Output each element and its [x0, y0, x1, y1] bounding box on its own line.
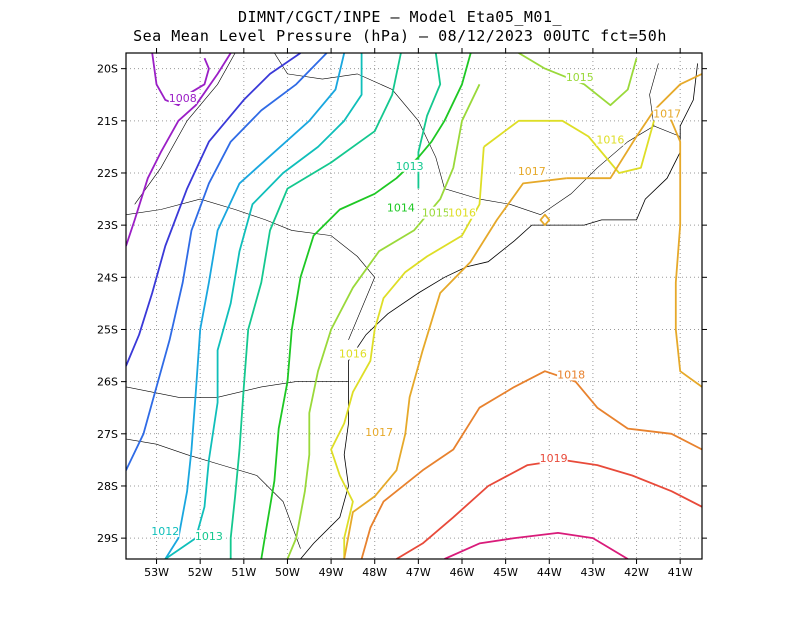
plot-frame — [125, 52, 703, 560]
state-border — [274, 53, 681, 216]
x-tick-label: 48W — [362, 566, 387, 579]
state-border — [126, 438, 301, 549]
isobar-label: 1017 — [653, 108, 681, 121]
y-tick-label: 24S — [97, 271, 118, 284]
y-tick-label: 20S — [97, 63, 118, 76]
isobar-label-bg — [365, 425, 394, 438]
isobar-1018 — [360, 370, 702, 559]
isobar-1008 — [126, 53, 232, 247]
isobar-label-bg — [596, 133, 625, 146]
state-border — [134, 53, 236, 205]
y-tick-label: 23S — [97, 219, 118, 232]
y-tick-label: 27S — [97, 428, 118, 441]
x-tick-label: 49W — [319, 566, 344, 579]
isobar-label-bg — [653, 107, 682, 120]
isobar-label: 1016 — [339, 348, 367, 361]
isobar-label: 1013 — [396, 160, 424, 173]
isobar-1016 — [483, 119, 655, 174]
isobar-label-bg — [565, 71, 594, 84]
x-tick-label: 53W — [144, 566, 169, 579]
isobar-label: 1018 — [557, 368, 585, 381]
isobar-label: 1012 — [151, 525, 179, 538]
x-tick-label: 44W — [537, 566, 562, 579]
y-tick-label: 28S — [97, 480, 118, 493]
gridlines — [126, 53, 702, 559]
isobar-label-bg — [338, 347, 367, 360]
isobar-label: 1019 — [540, 452, 568, 465]
x-tick-label: 51W — [231, 566, 256, 579]
y-tick-label: 25S — [97, 323, 118, 336]
isobar-label-bg — [395, 159, 424, 172]
coastline — [300, 63, 698, 559]
isobar-1009 — [126, 53, 302, 367]
geography — [126, 53, 698, 559]
title-line-2: Sea Mean Level Pressure (hPa) – 08/12/20… — [133, 27, 667, 45]
y-axis-ticks: 20S 21S 22S 23S 24S 25S 26S 27S 28S 29S — [97, 63, 707, 545]
isobar-label-bg — [151, 524, 180, 537]
x-tick-label: 52W — [188, 566, 213, 579]
isobars — [126, 53, 702, 559]
isobar-1016 — [330, 146, 485, 559]
x-tick-label: 43W — [580, 566, 605, 579]
isobar-1013 — [229, 53, 402, 559]
y-tick-label: 26S — [97, 376, 118, 389]
isobar-label-bg — [168, 91, 197, 104]
title-line-1: DIMNT/CGCT/INPE – Model Eta05_M01_ — [237, 8, 563, 26]
isobar-1017 — [566, 73, 702, 180]
y-tick-label: 21S — [97, 115, 118, 128]
isobar-label-bg — [517, 164, 546, 177]
isobar-label-bg — [539, 451, 568, 464]
x-axis-ticks: 53W 52W 51W 50W 49W 48W 47W 46W 45W 44W 43W 42W 41W — [144, 48, 693, 579]
isobar-label-bg — [421, 206, 450, 219]
isobar-label: 1017 — [365, 426, 393, 439]
isobar-1017 — [539, 213, 551, 226]
isobar-label-bg — [386, 201, 415, 214]
isobar-1012 — [164, 53, 363, 559]
isobar-label: 1015 — [566, 71, 594, 84]
isobar-label: 1015 — [422, 207, 450, 220]
isobar-label: 1016 — [596, 134, 624, 147]
state-border — [126, 198, 376, 341]
x-tick-label: 47W — [406, 566, 431, 579]
isobar-label: 1008 — [169, 92, 197, 105]
isobar-1011 — [164, 53, 346, 559]
isobar-label: 1013 — [195, 530, 223, 543]
x-tick-label: 50W — [275, 566, 300, 579]
isobar-1020 — [444, 532, 629, 559]
y-tick-label: 29S — [97, 532, 118, 545]
y-tick-label: 22S — [97, 167, 118, 180]
isobar-label: 1014 — [387, 201, 415, 214]
state-border — [649, 63, 659, 127]
isobar-label-bg — [194, 530, 223, 543]
state-border — [126, 381, 349, 398]
isobar-1015 — [518, 53, 638, 107]
isobar-label: 1017 — [518, 165, 546, 178]
x-tick-label: 46W — [450, 566, 475, 579]
isobar-label-bg — [448, 206, 476, 219]
isobar-1014 — [260, 53, 472, 559]
isobar-1015 — [286, 83, 481, 559]
isobar-1017 — [666, 110, 702, 388]
isobar-1010 — [126, 53, 328, 471]
isobar-label: 1016 — [448, 207, 476, 220]
isobar-label-bg — [557, 368, 586, 381]
isobar-1017 — [343, 177, 567, 559]
x-tick-label: 42W — [624, 566, 649, 579]
x-tick-label: 41W — [668, 566, 693, 579]
x-tick-label: 45W — [493, 566, 518, 579]
